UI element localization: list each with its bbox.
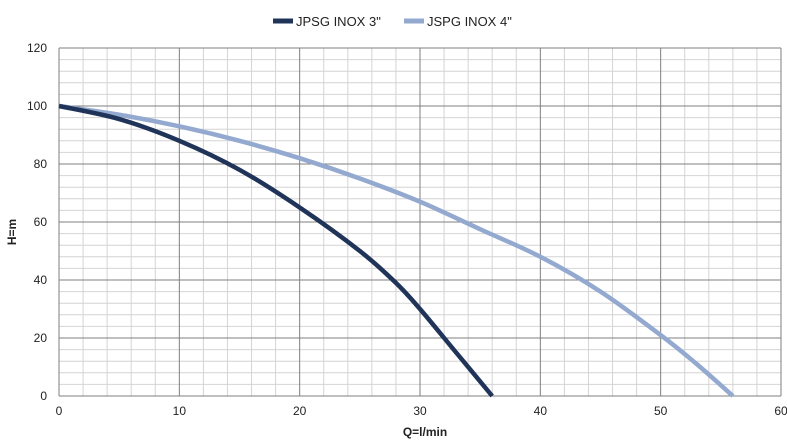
series-lines [58, 103, 735, 398]
x-axis-title: Q=l/min [403, 425, 447, 439]
x-tick-label: 40 [534, 404, 548, 418]
x-tick-label: 0 [56, 404, 63, 418]
y-tick-label: 0 [40, 389, 47, 403]
y-tick-label: 120 [27, 41, 47, 55]
x-tick-label: 50 [654, 404, 668, 418]
series-line-1 [58, 103, 735, 398]
y-axis-ticks: 0 20 40 60 80 100 120 [27, 41, 47, 403]
legend: JPSG INOX 3" JSPG INOX 4" [273, 14, 512, 29]
x-tick-label: 60 [774, 404, 787, 418]
y-tick-label: 60 [34, 215, 48, 229]
x-tick-label: 20 [293, 404, 307, 418]
legend-label-0: JPSG INOX 3" [296, 14, 381, 29]
y-tick-label: 100 [27, 99, 47, 113]
x-tick-label: 10 [173, 404, 187, 418]
legend-label-1: JSPG INOX 4" [427, 14, 512, 29]
y-tick-label: 20 [34, 331, 48, 345]
x-axis-ticks: 0 10 20 30 40 50 60 [56, 404, 787, 418]
x-tick-label: 30 [413, 404, 427, 418]
y-tick-label: 80 [34, 157, 48, 171]
y-tick-label: 40 [34, 273, 48, 287]
y-axis-title: H=m [5, 219, 19, 245]
series-line-0 [58, 103, 494, 398]
major-gridlines [58, 47, 782, 397]
